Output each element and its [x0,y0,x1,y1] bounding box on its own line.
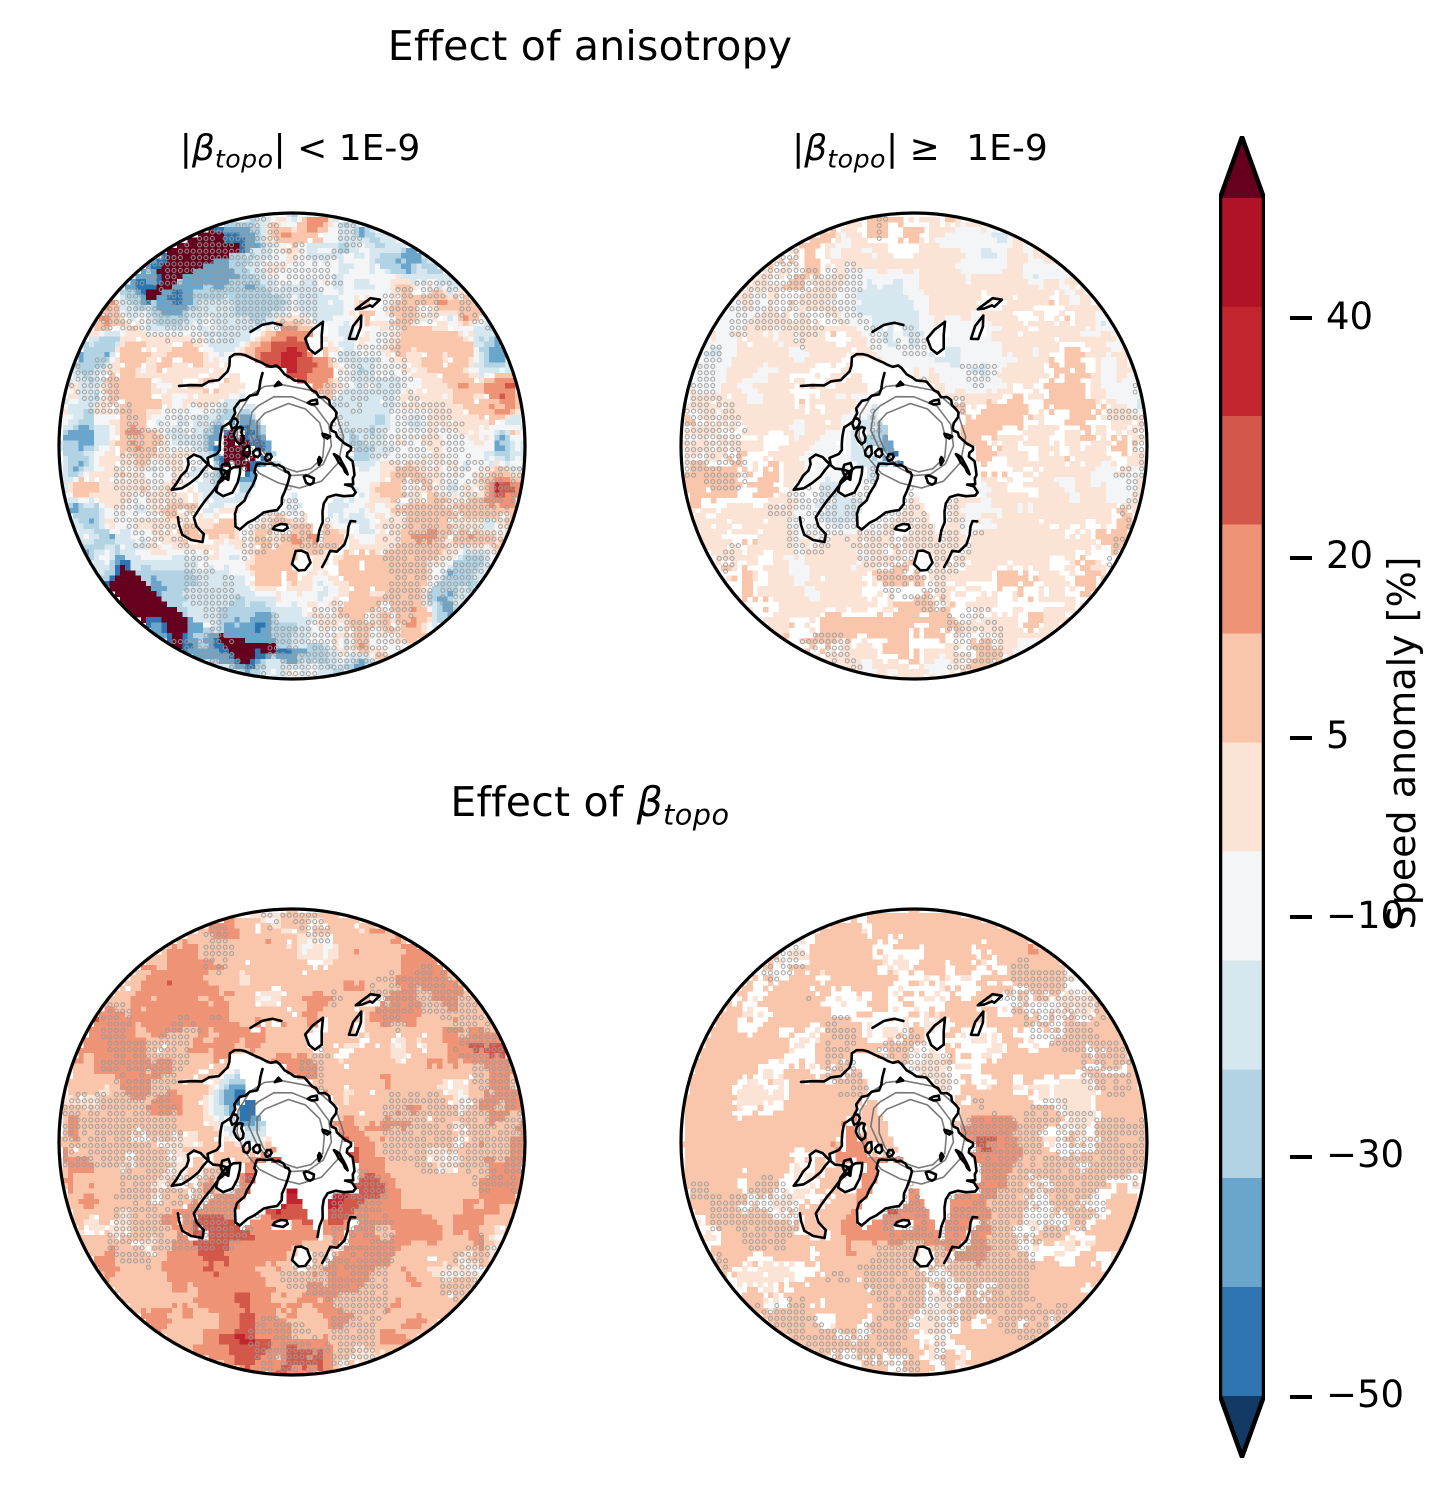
colorbar-tick-labels: 40 20 5 −10 −30 −50 [1290,136,1404,1458]
colorbar-label-text: Speed anomaly [%] [1380,556,1424,929]
threshold-value: 1E-9 [339,128,421,169]
operator: < [297,128,327,169]
map-panel-top-right[interactable] [664,196,1164,696]
beta-subscript: topo [663,798,730,832]
beta-subscript: topo [827,145,886,174]
beta-subscript: topo [215,145,274,174]
map-panel-top-left[interactable] [42,196,542,696]
colorbar-axis-label: Speed anomaly [%] [1372,0,1432,1486]
map-panel-bottom-left[interactable] [42,892,542,1392]
colorbar-tick-5: −50 [1290,1376,1404,1413]
beta-symbol: β [637,778,663,826]
colorbar-tick-2: 5 [1290,717,1350,754]
map-panel-bottom-right[interactable] [664,892,1164,1392]
threshold-value: 1E-9 [966,128,1048,169]
beta-symbol: β [192,128,215,169]
panel-title-right: |βtopo| ≥ 1E-9 [660,128,1180,174]
section-title-anisotropy: Effect of anisotropy [0,22,1180,70]
colorbar-tick-4: −30 [1290,1136,1404,1173]
section-title-btopo-prefix: Effect of [450,778,636,826]
operator: ≥ [910,128,940,169]
panel-title-left: |βtopo| < 1E-9 [40,128,560,174]
colorbar[interactable] [1219,136,1265,1458]
colorbar-tick-0: 40 [1290,298,1373,335]
beta-symbol: β [804,128,827,169]
section-title-btopo: Effect of βtopo [0,778,1180,832]
colorbar-tick-1: 20 [1290,537,1373,574]
colorbar-tick-3: −10 [1290,897,1404,934]
